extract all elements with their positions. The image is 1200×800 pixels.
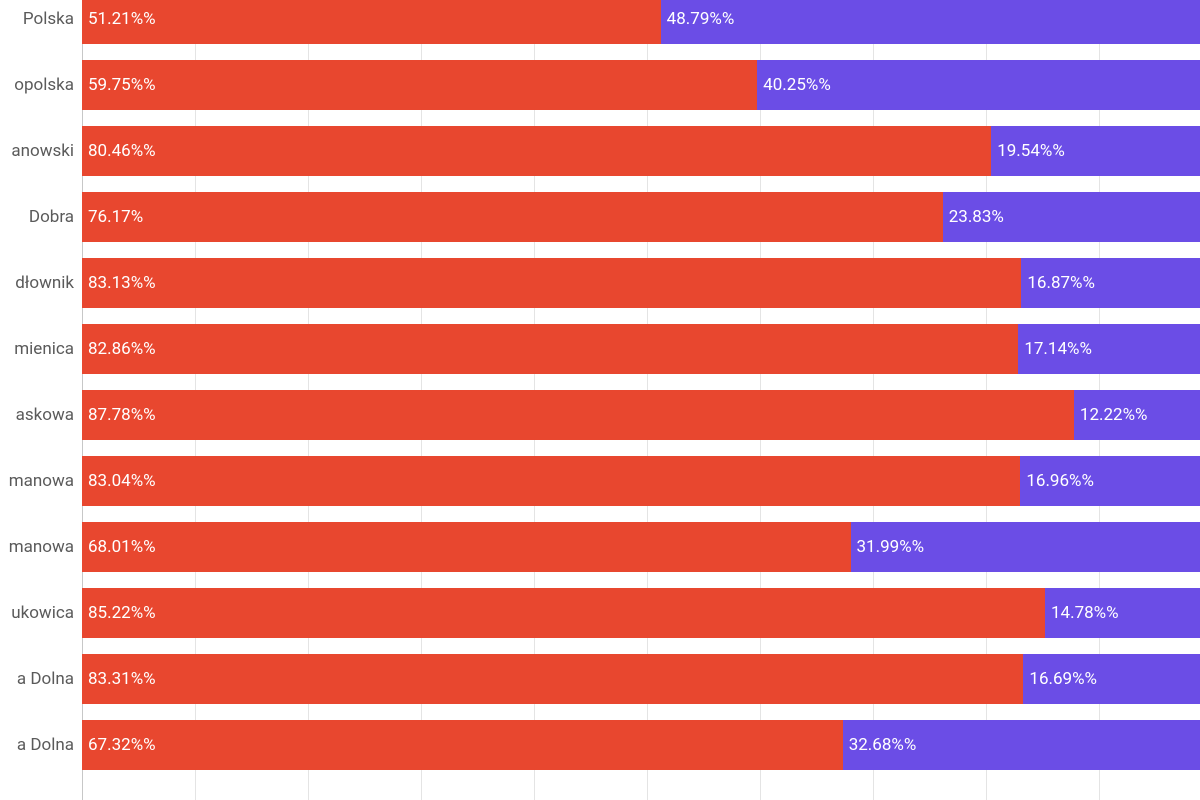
value-label-a: 76.17% [88,207,143,227]
plot-area: Polska51.21%%48.79%%opolska59.75%%40.25%… [82,0,1200,778]
value-label-b: 23.83% [949,207,1004,227]
value-label-b: 16.87%% [1027,273,1095,293]
bar-row: Dobra76.17%23.83% [82,184,1200,250]
segment-series-a: 68.01%% [82,522,851,572]
segment-series-b: 19.54%% [991,126,1200,176]
bar-track: 51.21%% 48.79%% [82,0,1200,44]
bar-row: anowski80.46%%19.54%% [82,118,1200,184]
segment-series-a: 59.75%% [82,60,757,110]
bar-track: 82.86%% 17.14%% [82,324,1200,374]
value-label-b: 16.96%% [1026,471,1094,491]
value-label-a: 68.01%% [88,537,156,557]
segment-series-b: 48.79%% [661,0,1200,44]
value-label-b: 32.68%% [849,735,917,755]
bar-row: dłownik83.13%%16.87%% [82,250,1200,316]
segment-series-b: 16.69%% [1023,654,1200,704]
value-label-b: 17.14%% [1024,339,1092,359]
value-label-a: 85.22%% [88,603,156,623]
bar-row: a Dolna67.32%%32.68%% [82,712,1200,778]
value-label-b: 19.54%% [997,141,1065,161]
bar-row: manowa83.04%%16.96%% [82,448,1200,514]
row-label: dłownik [15,273,74,293]
value-label-b: 48.79%% [667,9,735,29]
segment-series-b: 40.25%% [757,60,1200,110]
value-label-a: 51.21%% [88,9,156,29]
value-label-a: 83.04%% [88,471,156,491]
value-label-a: 80.46%% [88,141,156,161]
value-label-a: 67.32%% [88,735,156,755]
row-label: a Dolna [17,735,74,755]
segment-series-b: 16.96%% [1020,456,1200,506]
segment-series-b: 31.99%% [851,522,1200,572]
segment-series-b: 12.22%% [1074,390,1200,440]
bar-row: Polska51.21%%48.79%% [82,0,1200,52]
segment-series-a: 76.17% [82,192,943,242]
value-label-b: 16.69%% [1029,669,1097,689]
bar-track: 85.22%% 14.78%% [82,588,1200,638]
segment-series-b: 14.78%% [1045,588,1200,638]
segment-series-a: 67.32%% [82,720,843,770]
segment-series-b: 17.14%% [1018,324,1200,374]
bar-track: 76.17% 23.83% [82,192,1200,242]
bar-row: askowa87.78%%12.22%% [82,382,1200,448]
segment-series-b: 32.68%% [843,720,1200,770]
value-label-b: 40.25%% [763,75,831,95]
row-label: Polska [23,9,74,29]
segment-series-b: 16.87%% [1021,258,1200,308]
value-label-a: 87.78%% [88,405,156,425]
bar-row: ukowica85.22%%14.78%% [82,580,1200,646]
bar-track: 68.01%% 31.99%% [82,522,1200,572]
row-label: Dobra [29,207,74,227]
election-bar-chart: Polska 51.21%% 48.79%% opolska 59.75%% 40.25%… [0,0,1200,800]
value-label-a: 83.13%% [88,273,156,293]
bar-track: 83.13%% 16.87%% [82,258,1200,308]
segment-series-a: 87.78%% [82,390,1074,440]
row-label: manowa [9,471,74,491]
bar-track: 83.04%% 16.96%% [82,456,1200,506]
row-label: manowa [9,537,74,557]
bar-track: 87.78%% 12.22%% [82,390,1200,440]
bar-row: opolska59.75%%40.25%% [82,52,1200,118]
bar-row: mienica82.86%%17.14%% [82,316,1200,382]
segment-series-b: 23.83% [943,192,1200,242]
segment-series-a: 51.21%% [82,0,661,44]
value-label-b: 12.22%% [1080,405,1148,425]
row-label: a Dolna [17,669,74,689]
row-label: ukowica [11,603,74,623]
value-label-b: 14.78%% [1051,603,1119,623]
bar-row: a Dolna83.31%%16.69%% [82,646,1200,712]
value-label-a: 59.75%% [88,75,156,95]
bar-row: manowa68.01%%31.99%% [82,514,1200,580]
segment-series-a: 80.46%% [82,126,991,176]
segment-series-a: 83.13%% [82,258,1021,308]
value-label-a: 82.86%% [88,339,156,359]
row-label: opolska [14,75,74,95]
segment-series-a: 83.04%% [82,456,1020,506]
segment-series-a: 82.86%% [82,324,1018,374]
segment-series-a: 85.22%% [82,588,1045,638]
bar-track: 80.46%% 19.54%% [82,126,1200,176]
value-label-a: 83.31%% [88,669,156,689]
segment-series-a: 83.31%% [82,654,1023,704]
bar-track: 67.32%% 32.68%% [82,720,1200,770]
row-label: anowski [11,141,74,161]
bar-track: 83.31%% 16.69%% [82,654,1200,704]
value-label-b: 31.99%% [857,537,925,557]
bar-track: 59.75%% 40.25%% [82,60,1200,110]
row-label: askowa [16,405,74,425]
row-label: mienica [14,339,74,359]
